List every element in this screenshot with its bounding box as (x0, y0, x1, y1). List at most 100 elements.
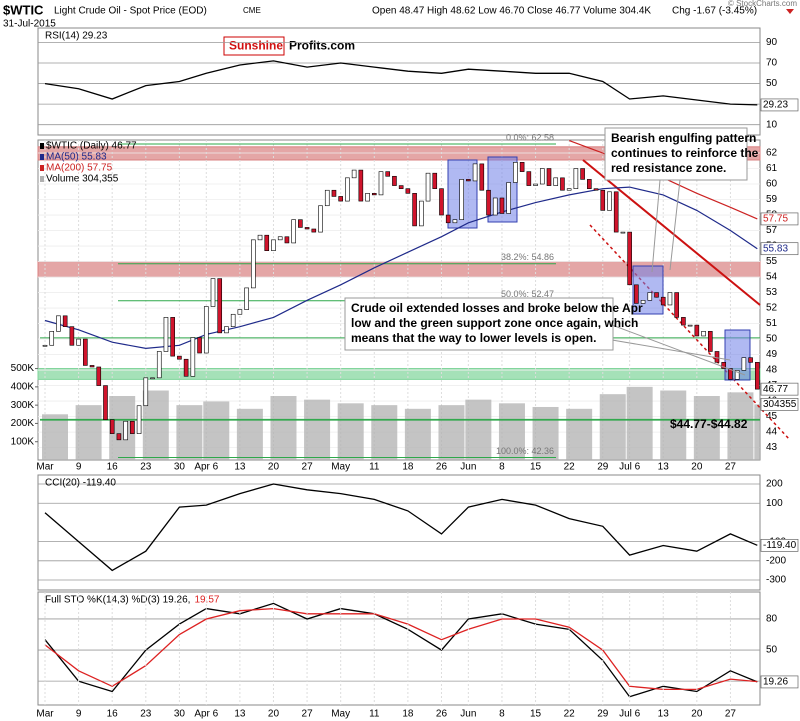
candle (472, 163, 478, 182)
volume-bar (727, 392, 754, 460)
logo: Sunshine Profits.com (223, 36, 355, 56)
candle (103, 385, 108, 420)
y-tick-label: 51 (766, 318, 778, 329)
candle (378, 171, 384, 196)
y-tick-label: 50 (766, 645, 778, 656)
candle (499, 197, 505, 214)
y-tick-label: -200 (766, 555, 786, 566)
candle (89, 365, 95, 368)
candle (42, 344, 48, 347)
x-tick-label: 27 (725, 709, 737, 720)
candle (459, 179, 464, 220)
annotation-pointer (611, 339, 731, 361)
fib-label: 100.0%: 42.36 (496, 446, 554, 456)
y-tick-label: 53 (766, 287, 778, 298)
end-tag-box (760, 675, 799, 689)
credit: © StockCharts.com (728, 0, 797, 8)
candle (674, 292, 679, 318)
candle (439, 188, 444, 216)
legend-entry: RSI(14) 29.23 (45, 31, 108, 42)
annotation-text: Crude oil extended losses and broke belo… (351, 301, 643, 315)
volume-bar (203, 401, 230, 460)
volume-bar (304, 399, 331, 460)
logo-sunshine: Sunshine (229, 39, 283, 53)
candle (479, 163, 485, 191)
candle (526, 171, 532, 186)
candle (466, 179, 471, 182)
x-tick-label: Jul 6 (619, 709, 641, 720)
volume-bar (532, 406, 559, 460)
candle (580, 168, 585, 180)
legend-swatch (40, 143, 44, 149)
indicator-line (44, 60, 758, 106)
end-tag-box (760, 382, 799, 396)
candle (640, 300, 646, 304)
candle (116, 433, 122, 441)
legend-swatch (40, 165, 44, 171)
candle (607, 191, 612, 211)
quote: Open 48.47 High 48.62 Low 46.70 Close 46… (372, 6, 651, 17)
volume-bar (337, 403, 364, 460)
logo-profits: Profits.com (289, 39, 355, 53)
y2-tick-label: 100K (11, 436, 35, 447)
volume-bar (75, 405, 102, 460)
candle (647, 292, 653, 301)
candle (271, 239, 276, 251)
candle (721, 362, 727, 369)
volume-bar (270, 396, 297, 460)
x-tick-label: May (331, 709, 350, 720)
candle (190, 337, 196, 377)
indicator-line (44, 483, 758, 572)
panel-frame (37, 139, 761, 461)
candle (627, 231, 632, 286)
x-tick-label: 18 (402, 462, 414, 473)
volume-bar (566, 408, 593, 460)
y-tick-label: 90 (766, 37, 778, 48)
candle (419, 200, 424, 227)
candle (371, 193, 377, 196)
volume-bar (465, 399, 492, 460)
x-tick-label: 20 (691, 462, 703, 473)
fib-label: 38.2%: 54.86 (501, 252, 554, 262)
candle (123, 420, 128, 441)
x-tick-label: 13 (658, 709, 670, 720)
candle (136, 405, 142, 434)
y2-tick-label: 400K (11, 381, 35, 392)
annotation-text: Bearish engulfing pattern (611, 131, 756, 145)
candle (304, 227, 310, 230)
candle (519, 162, 525, 172)
candle (385, 171, 391, 177)
y-tick-label: 60 (766, 179, 778, 190)
x-tick-label: Jul 6 (619, 462, 641, 473)
volume-bar (42, 414, 68, 460)
end-tag-box (760, 538, 799, 552)
x-tick-label: 13 (234, 709, 246, 720)
candle (217, 278, 223, 334)
y2-tick-label: 500K (11, 363, 35, 374)
x-tick-label: 26 (436, 709, 448, 720)
annotation-box (604, 127, 748, 181)
end-tag-box (760, 242, 799, 256)
annotation-pointer (611, 324, 746, 376)
logo-box (223, 36, 285, 56)
volume-bar (404, 408, 431, 460)
legend-entry: MA(50) 55.83 (46, 152, 107, 163)
y2-tick-label: 200K (11, 418, 35, 429)
candle (560, 177, 565, 191)
x-tick-label: 30 (174, 462, 186, 473)
y-tick-label: 50 (766, 334, 778, 345)
x-tick-label: 11 (369, 462, 380, 473)
trend-line (589, 224, 791, 441)
candle (425, 172, 431, 202)
candle (69, 326, 75, 346)
exchange: CME (243, 6, 261, 15)
x-tick-label: 9 (76, 709, 82, 720)
x-tick-label: 8 (499, 462, 505, 473)
candle (613, 191, 619, 233)
candle (701, 331, 706, 337)
candle (156, 351, 162, 379)
annotation-pointer (651, 179, 661, 273)
volume-bar (626, 386, 653, 460)
annotation-text: means that the way to lower levels is op… (351, 331, 596, 345)
y-tick-label: 48 (766, 365, 778, 376)
